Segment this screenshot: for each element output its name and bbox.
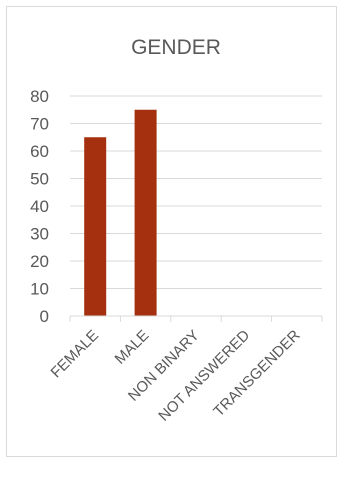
- y-axis-ticks: 0 10 20 30 40 50 60 70 80: [30, 87, 49, 326]
- x-axis: [69, 315, 323, 322]
- y-tick-label: 40: [30, 197, 49, 216]
- gridlines: [70, 95, 322, 289]
- bar-female: [84, 137, 107, 316]
- chart-frame: [6, 6, 337, 457]
- y-tick-label: 80: [30, 87, 49, 106]
- x-category-label: NOT ANSWERED: [155, 327, 253, 425]
- y-tick-label: 70: [30, 115, 49, 134]
- bar-male: [134, 109, 157, 316]
- y-tick-label: 60: [30, 142, 49, 161]
- x-category-label: MALE: [112, 327, 153, 368]
- bars: [84, 109, 157, 316]
- y-tick-label: 0: [40, 307, 49, 326]
- y-tick-label: 30: [30, 225, 49, 244]
- y-tick-label: 20: [30, 252, 49, 271]
- x-category-label: TRANSGENDER: [210, 327, 303, 420]
- y-tick-label: 10: [30, 280, 49, 299]
- chart-title: GENDER: [131, 36, 221, 59]
- y-tick-label: 50: [30, 170, 49, 189]
- x-category-label: FEMALE: [48, 327, 102, 381]
